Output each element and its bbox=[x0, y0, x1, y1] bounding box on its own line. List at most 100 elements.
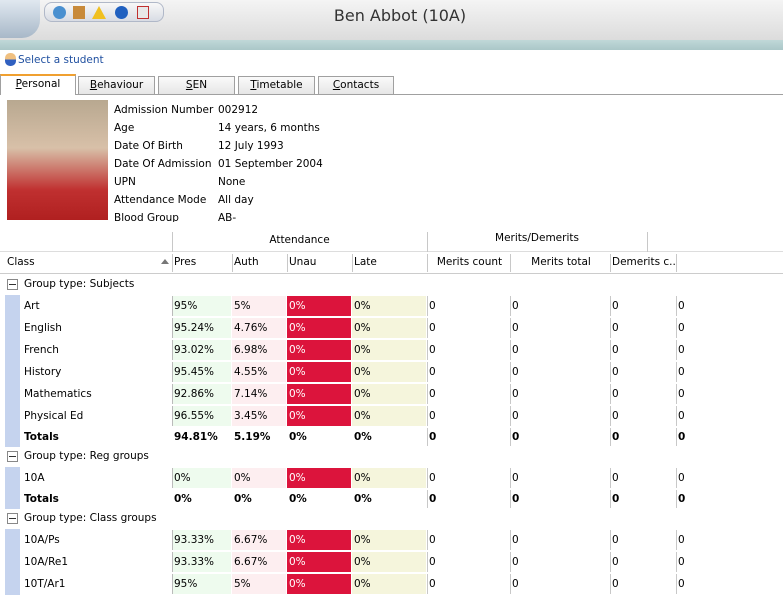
grid-cell[interactable]: 0 bbox=[678, 556, 685, 568]
grid-cell[interactable]: 0% bbox=[287, 468, 351, 488]
tab[interactable]: Behaviour bbox=[78, 76, 155, 94]
grid-cell[interactable]: 0 bbox=[512, 534, 519, 546]
grid-cell[interactable]: 0% bbox=[287, 362, 351, 382]
grid-cell[interactable]: 0 bbox=[612, 344, 619, 356]
grid-cell[interactable]: 0 bbox=[678, 472, 685, 484]
grid-cell[interactable]: 0% bbox=[287, 318, 351, 338]
column-header[interactable]: Merits count bbox=[436, 256, 503, 268]
grid-cell[interactable]: 96.55% bbox=[172, 406, 231, 426]
grid-cell[interactable]: 0% bbox=[352, 530, 426, 550]
grid-cell[interactable]: 0% bbox=[352, 384, 426, 404]
column-header[interactable]: Late bbox=[354, 256, 377, 268]
grid-cell[interactable]: 0 bbox=[678, 344, 685, 356]
grid-cell[interactable]: 0 bbox=[429, 556, 436, 568]
grid-cell[interactable]: 0 bbox=[612, 578, 619, 590]
grid-cell[interactable]: History bbox=[24, 366, 62, 378]
grid-cell[interactable]: 0 bbox=[678, 410, 685, 422]
grid-cell[interactable]: 95% bbox=[172, 574, 231, 594]
grid-cell[interactable]: 0 bbox=[678, 322, 685, 334]
grid-cell[interactable]: 10A/Ps bbox=[24, 534, 60, 546]
grid-cell[interactable]: 0% bbox=[287, 530, 351, 550]
grid-cell[interactable]: 10A bbox=[24, 472, 45, 484]
grid-cell[interactable]: 0 bbox=[612, 534, 619, 546]
grid-cell[interactable]: 95% bbox=[172, 296, 231, 316]
column-header[interactable]: Demerits c... bbox=[612, 256, 676, 268]
grid-cell[interactable]: 5% bbox=[232, 574, 286, 594]
grid-cell[interactable]: 6.67% bbox=[232, 530, 286, 550]
grid-cell[interactable]: 0 bbox=[429, 472, 436, 484]
warning-icon[interactable] bbox=[92, 6, 106, 19]
column-header[interactable]: Merits total bbox=[531, 256, 591, 268]
grid-cell[interactable]: 0 bbox=[429, 578, 436, 590]
grid-cell[interactable]: 0 bbox=[512, 410, 519, 422]
grid-cell[interactable]: 0 bbox=[678, 534, 685, 546]
grid-cell[interactable]: 0 bbox=[512, 578, 519, 590]
grid-cell[interactable]: 0% bbox=[287, 406, 351, 426]
grid-cell[interactable]: 0 bbox=[678, 300, 685, 312]
grid-cell[interactable]: 93.33% bbox=[172, 530, 231, 550]
grid-cell[interactable]: 92.86% bbox=[172, 384, 231, 404]
grid-cell[interactable]: 0 bbox=[612, 322, 619, 334]
refresh-icon[interactable] bbox=[53, 6, 66, 19]
info-icon[interactable] bbox=[115, 6, 128, 19]
grid-cell[interactable]: Physical Ed bbox=[24, 410, 84, 422]
grid-cell[interactable]: 6.67% bbox=[232, 552, 286, 572]
grid-cell[interactable]: 0% bbox=[287, 296, 351, 316]
grid-cell[interactable]: 0 bbox=[678, 388, 685, 400]
grid-cell[interactable]: 0 bbox=[612, 388, 619, 400]
grid-cell[interactable]: Art bbox=[24, 300, 40, 312]
select-student-link[interactable]: Select a student bbox=[18, 54, 104, 66]
grid-cell[interactable]: 0 bbox=[612, 366, 619, 378]
tab[interactable]: Timetable bbox=[238, 76, 315, 94]
grid-cell[interactable]: 0% bbox=[287, 384, 351, 404]
grid-cell[interactable]: 0% bbox=[352, 406, 426, 426]
grid-cell[interactable]: 0 bbox=[429, 366, 436, 378]
grid-cell[interactable]: 0% bbox=[352, 552, 426, 572]
grid-cell[interactable]: 0 bbox=[512, 472, 519, 484]
column-header[interactable]: Class bbox=[7, 256, 35, 268]
book-icon[interactable] bbox=[73, 6, 85, 19]
grid-cell[interactable]: 0 bbox=[512, 388, 519, 400]
grid-cell[interactable]: 0% bbox=[172, 468, 231, 488]
grid-cell[interactable]: 0% bbox=[287, 552, 351, 572]
app-button[interactable] bbox=[0, 0, 40, 38]
grid-cell[interactable]: 0% bbox=[232, 468, 286, 488]
tab[interactable]: Personal bbox=[0, 74, 76, 95]
grid-cell[interactable]: 10T/Ar1 bbox=[24, 578, 66, 590]
grid-cell[interactable]: 0 bbox=[612, 556, 619, 568]
grid-cell[interactable]: 0 bbox=[612, 410, 619, 422]
grid-cell[interactable]: 5% bbox=[232, 296, 286, 316]
grid-cell[interactable]: 0% bbox=[352, 296, 426, 316]
grid-cell[interactable]: 0% bbox=[352, 362, 426, 382]
grid-cell[interactable]: 0 bbox=[429, 300, 436, 312]
grid-cell[interactable]: Mathematics bbox=[24, 388, 92, 400]
grid-cell[interactable]: 0 bbox=[429, 534, 436, 546]
grid-cell[interactable]: 0 bbox=[678, 578, 685, 590]
grid-cell[interactable]: 93.33% bbox=[172, 552, 231, 572]
grid-cell[interactable]: 0 bbox=[612, 472, 619, 484]
grid-cell[interactable]: English bbox=[24, 322, 62, 334]
grid-cell[interactable]: 93.02% bbox=[172, 340, 231, 360]
grid-cell[interactable]: 7.14% bbox=[232, 384, 286, 404]
grid-cell[interactable]: 0 bbox=[429, 344, 436, 356]
grid-cell[interactable]: 0 bbox=[429, 322, 436, 334]
grid-cell[interactable]: 0% bbox=[352, 318, 426, 338]
grid-cell[interactable]: 0 bbox=[512, 344, 519, 356]
grid-cell[interactable]: 0 bbox=[429, 410, 436, 422]
column-header[interactable]: Unau bbox=[289, 256, 317, 268]
grid-cell[interactable]: 0 bbox=[512, 556, 519, 568]
grid-cell[interactable]: 0 bbox=[678, 366, 685, 378]
grid-cell[interactable]: 0 bbox=[429, 388, 436, 400]
grid-cell[interactable]: 0 bbox=[612, 300, 619, 312]
tab[interactable]: SEN bbox=[158, 76, 235, 94]
grid-cell[interactable]: 10A/Re1 bbox=[24, 556, 69, 568]
grid-cell[interactable]: 0 bbox=[512, 300, 519, 312]
grid-cell[interactable]: 95.45% bbox=[172, 362, 231, 382]
grid-cell[interactable]: French bbox=[24, 344, 59, 356]
grid-cell[interactable]: 3.45% bbox=[232, 406, 286, 426]
column-header[interactable]: Pres bbox=[174, 256, 197, 268]
grid-cell[interactable]: 4.76% bbox=[232, 318, 286, 338]
grid-cell[interactable]: 0% bbox=[287, 340, 351, 360]
grid-cell[interactable]: 0% bbox=[352, 468, 426, 488]
column-header[interactable]: Auth bbox=[234, 256, 259, 268]
